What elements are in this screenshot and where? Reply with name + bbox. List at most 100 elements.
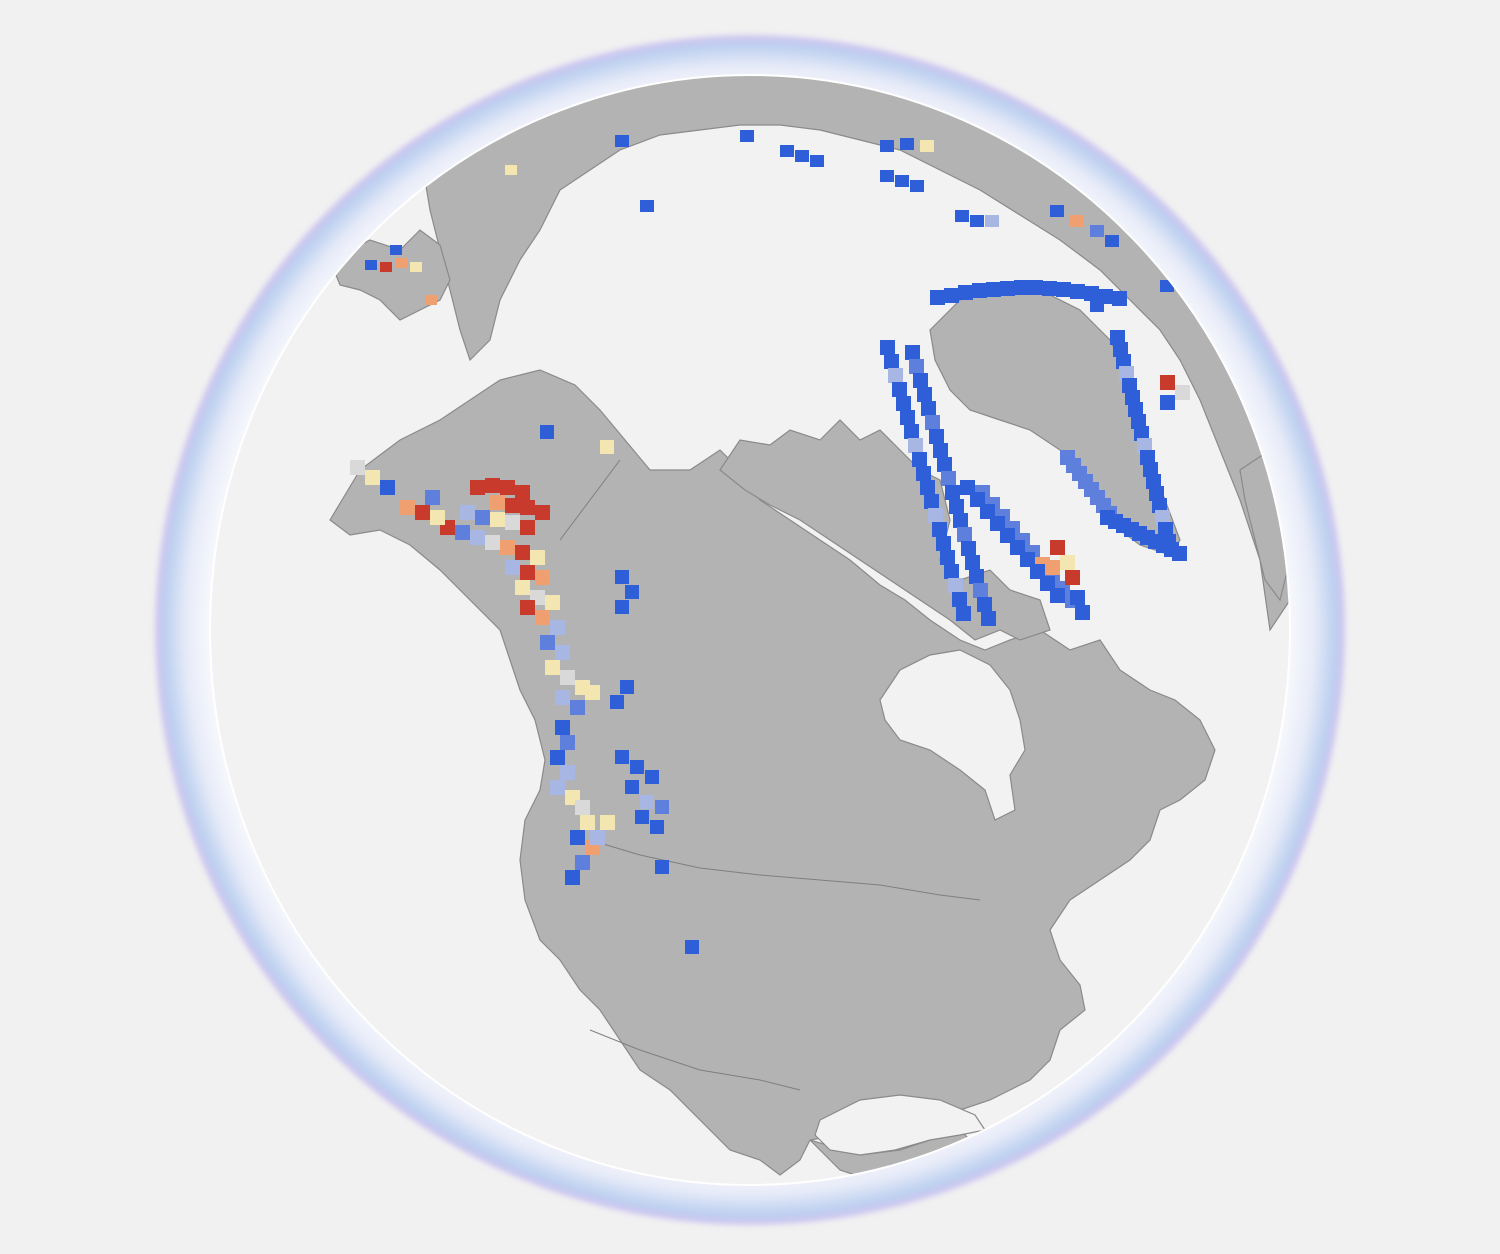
grid-cell-siberia [970, 215, 984, 227]
land-layer [329, 75, 1290, 1185]
grid-cell-rockies [615, 750, 629, 764]
grid-cell-greenland [1146, 474, 1161, 489]
grid-cell-arctic-canada [928, 508, 943, 523]
grid-cell-arctic-canada [1030, 564, 1045, 579]
grid-cell-greenland [1160, 375, 1175, 390]
grid-cell-rockies [655, 800, 669, 814]
grid-cell-far-east [365, 260, 377, 270]
grid-cell-greenland [1000, 281, 1015, 296]
grid-cell-greenland [1014, 280, 1029, 295]
grid-cell-siberia [615, 135, 629, 147]
grid-cell-alaska [470, 530, 485, 545]
grid-cell-siberia [900, 138, 914, 150]
grid-cell-pacific-nw [550, 780, 565, 795]
grid-cell-greenland [1113, 342, 1128, 357]
grid-cell-arctic-canada [953, 513, 968, 528]
grid-cell-arctic-canada [945, 485, 960, 500]
grid-cell-greenland [1122, 378, 1137, 393]
grid-cell-arctic-canada [920, 480, 935, 495]
grid-cell-greenland [930, 290, 945, 305]
grid-cell-pacific-nw [575, 855, 590, 870]
grid-cell-alaska [460, 505, 475, 520]
grid-cell-arctic-canada [961, 541, 976, 556]
grid-cell-arctic-canada [1000, 528, 1015, 543]
grid-cell-arctic-canada [896, 396, 911, 411]
grid-cell-siberia [640, 200, 654, 212]
grid-cell-arctic-canada [905, 345, 920, 360]
grid-cell-arctic-canada [941, 471, 956, 486]
grid-cell-pacific-nw [560, 765, 575, 780]
grid-cell-alaska [520, 600, 535, 615]
grid-cell-siberia [1090, 225, 1104, 237]
grid-cell-greenland [1119, 366, 1134, 381]
grid-cell-greenland [986, 282, 1001, 297]
grid-cell-rockies [615, 600, 629, 614]
grid-cell-rockies [650, 820, 664, 834]
grid-cell-alaska [560, 670, 575, 685]
grid-cell-siberia [740, 130, 754, 142]
grid-cell-alaska [490, 495, 505, 510]
grid-cell-arctic-canada [960, 480, 975, 495]
grid-cell-pacific-nw [590, 830, 605, 845]
grid-cell-greenland [1160, 395, 1175, 410]
grid-cell-alaska [485, 478, 500, 493]
grid-cell-pacific-nw [580, 815, 595, 830]
grid-cell-arctic-canada [913, 373, 928, 388]
grid-cell-siberia [795, 150, 809, 162]
grid-cell-alaska [535, 610, 550, 625]
grid-cell-siberia [880, 140, 894, 152]
grid-cell-greenland [972, 283, 987, 298]
grid-cell-arctic-canada [940, 550, 955, 565]
grid-cell-greenland [1175, 385, 1190, 400]
grid-cell-arctic-canada [904, 424, 919, 439]
alaska-canada-border [559, 459, 621, 541]
grid-cell-rockies [600, 440, 614, 454]
grid-cell-arctic-canada [981, 611, 996, 626]
grid-cell-siberia [1105, 235, 1119, 247]
grid-cell-alaska [475, 510, 490, 525]
grid-cell-arctic-canada [1050, 588, 1065, 603]
grid-cell-rockies [625, 780, 639, 794]
grid-cell-arctic-canada [1065, 570, 1080, 585]
grid-cell-arctic-canada [956, 606, 971, 621]
grid-cell-arctic-canada [977, 597, 992, 612]
grid-cell-rockies [630, 760, 644, 774]
grid-cell-alaska [455, 525, 470, 540]
grid-cell-greenland [1158, 522, 1173, 537]
globe-outline [209, 74, 1291, 1186]
grid-cell-far-east [410, 262, 422, 272]
grid-cell-arctic-canada [924, 494, 939, 509]
grid-cell-alaska [520, 500, 535, 515]
grid-cell-greenland [1042, 281, 1057, 296]
grid-cell-arctic-canada [916, 466, 931, 481]
grid-cell-alaska [550, 620, 565, 635]
grid-cell-alaska [555, 645, 570, 660]
grid-cell-siberia [955, 210, 969, 222]
grid-cell-siberia [895, 175, 909, 187]
grid-cell-alaska [350, 460, 365, 475]
grid-cell-far-east [390, 245, 402, 255]
grid-cell-arctic-canada [973, 583, 988, 598]
grid-cell-alaska [520, 520, 535, 535]
grid-cell-greenland [1134, 426, 1149, 441]
grid-cell-far-east [380, 262, 392, 272]
grid-cell-alaska [505, 560, 520, 575]
grid-cell-rockies [610, 695, 624, 709]
grid-cell-alaska [485, 535, 500, 550]
grid-cell-far-east [395, 258, 407, 268]
grid-cell-greenland [944, 288, 959, 303]
grid-cell-alaska [585, 685, 600, 700]
grid-cell-alaska [535, 570, 550, 585]
arctic-archipelago [719, 419, 1051, 641]
grid-cell-arctic-canada [908, 438, 923, 453]
grid-cell-alaska [515, 485, 530, 500]
grid-cell-alaska [470, 480, 485, 495]
grid-cell-rockies [615, 570, 629, 584]
grid-cell-alaska [545, 660, 560, 675]
grid-cell-arctic-canada [1045, 560, 1060, 575]
grid-cell-greenland [1137, 438, 1152, 453]
grid-cell-arctic-canada [912, 452, 927, 467]
grid-cell-arctic-canada [1060, 555, 1075, 570]
